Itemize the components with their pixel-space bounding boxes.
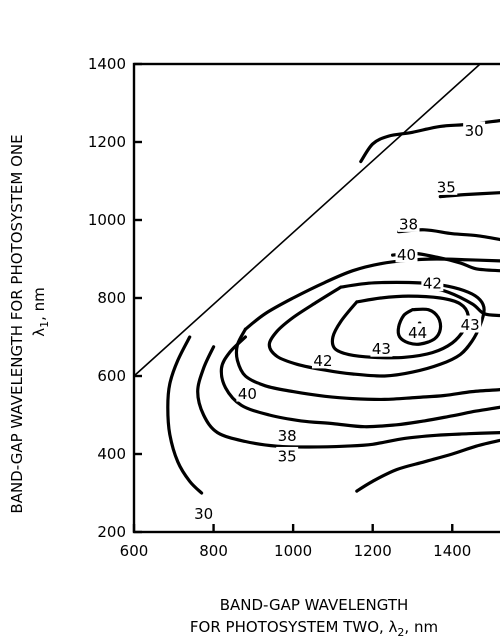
x-axis-title-subscript: 2 <box>397 626 404 639</box>
contour-label-bg <box>463 121 486 139</box>
contour-label-bg <box>435 177 458 195</box>
y-axis: 200 400 600 800 1000 1200 1400 <box>88 55 142 541</box>
contour-label-group-9: 40 <box>236 384 259 403</box>
contour-label-40: 40 <box>238 385 257 403</box>
contour-label-30: 30 <box>194 505 213 523</box>
contour-line-35-6 <box>196 345 500 449</box>
contour-label-group-8: 42 <box>311 351 334 370</box>
x-tick-label: 600 <box>120 542 149 560</box>
x-axis-title-line-2: FOR PHOTOSYSTEM TWO, λ2, nm <box>190 618 438 639</box>
contour-label-group-11: 35 <box>276 446 299 465</box>
contour-line-38-7 <box>219 335 500 429</box>
y-tick-label: 1400 <box>88 55 126 73</box>
contour-label-43: 43 <box>372 340 391 358</box>
contour-line-40-8 <box>243 257 500 331</box>
contour-label-35: 35 <box>278 447 297 465</box>
contour-label-42: 42 <box>313 352 332 370</box>
x-tick-label: 1400 <box>433 542 471 560</box>
contour-label-group-7: 43 <box>370 339 393 358</box>
contour-label-bg <box>397 214 420 232</box>
contour-label-group-12: 30 <box>192 504 215 523</box>
contour-label-bg <box>370 339 393 357</box>
contour-label-bg <box>459 315 482 333</box>
contour-label-bg <box>406 323 429 341</box>
contour-label-group-0: 30 <box>463 121 486 140</box>
y-axis-title: BAND-GAP WAVELENGTH FOR PHOTOSYSTEM ONE <box>8 134 26 513</box>
plot-area: 30 35 38 40 42 43 44 43 42 40 38 35 30 <box>132 62 500 534</box>
y-tick-label: 1000 <box>88 211 126 229</box>
x-axis-title-unit: , nm <box>404 618 438 636</box>
x-axis-title-line-1: BAND-GAP WAVELENGTH <box>220 596 409 614</box>
contour-line-30-5 <box>166 335 204 495</box>
diagonal-boundary-line <box>134 64 481 377</box>
x-tick-label: 1000 <box>274 542 312 560</box>
contour-label-group-5: 43 <box>459 315 482 334</box>
contour-label-bg <box>395 245 418 263</box>
y-tick-label: 1200 <box>88 133 126 151</box>
y-axis-title-symbol: λ1, nm <box>30 287 51 337</box>
contour-label-35: 35 <box>437 178 456 196</box>
contour-line-43-11 <box>330 294 470 360</box>
contour-label-43: 43 <box>461 316 480 334</box>
contour-label-30: 30 <box>465 122 484 140</box>
contour-label-group-10: 38 <box>276 426 299 445</box>
contour-label-44: 44 <box>408 324 427 342</box>
plot-contents <box>134 64 500 495</box>
contour-line-35-1 <box>438 191 500 199</box>
y-tick-label: 600 <box>97 367 126 385</box>
x-tick-label: 1200 <box>354 542 392 560</box>
contour-line-unlabeled-13 <box>355 438 500 493</box>
contour-label-38: 38 <box>278 427 297 445</box>
y-tick-label: 400 <box>97 445 126 463</box>
contour-label-40: 40 <box>397 246 416 264</box>
contour-label-bg <box>276 446 299 464</box>
x-tick-label: 800 <box>199 542 228 560</box>
y-axis-title-main: λ <box>30 328 48 337</box>
y-axis-title-line-2: λ1, nm <box>30 287 51 337</box>
contour-label-group-2: 38 <box>397 214 420 233</box>
y-tick-label: 200 <box>97 523 126 541</box>
contour-label-group-1: 35 <box>435 177 458 196</box>
contour-label-bg <box>276 426 299 444</box>
contour-label-bg <box>421 274 444 292</box>
contour-label-bg <box>311 351 334 369</box>
contour-line-42-10 <box>267 280 486 378</box>
contour-label-group-4: 42 <box>421 274 444 293</box>
y-axis-title-subscript: 1 <box>38 321 51 328</box>
y-tick-label: 800 <box>97 289 126 307</box>
contour-label-bg <box>192 504 215 522</box>
x-axis-title-main: FOR PHOTOSYSTEM TWO, λ <box>190 618 398 636</box>
x-axis: 600 800 1000 1200 1400 <box>120 524 471 560</box>
y-axis-title-line-1: BAND-GAP WAVELENGTH FOR PHOTOSYSTEM ONE <box>8 134 26 513</box>
contour-line-44-12 <box>396 307 443 346</box>
contour-label-bg <box>236 384 259 402</box>
contour-label-group-3: 40 <box>395 245 418 264</box>
y-axis-title-unit: , nm <box>30 287 48 321</box>
contour-label-group-6: 44 <box>406 323 429 342</box>
contour-line-40-9 <box>234 327 500 402</box>
contour-label-38: 38 <box>399 215 418 233</box>
contour-label-42: 42 <box>423 275 442 293</box>
